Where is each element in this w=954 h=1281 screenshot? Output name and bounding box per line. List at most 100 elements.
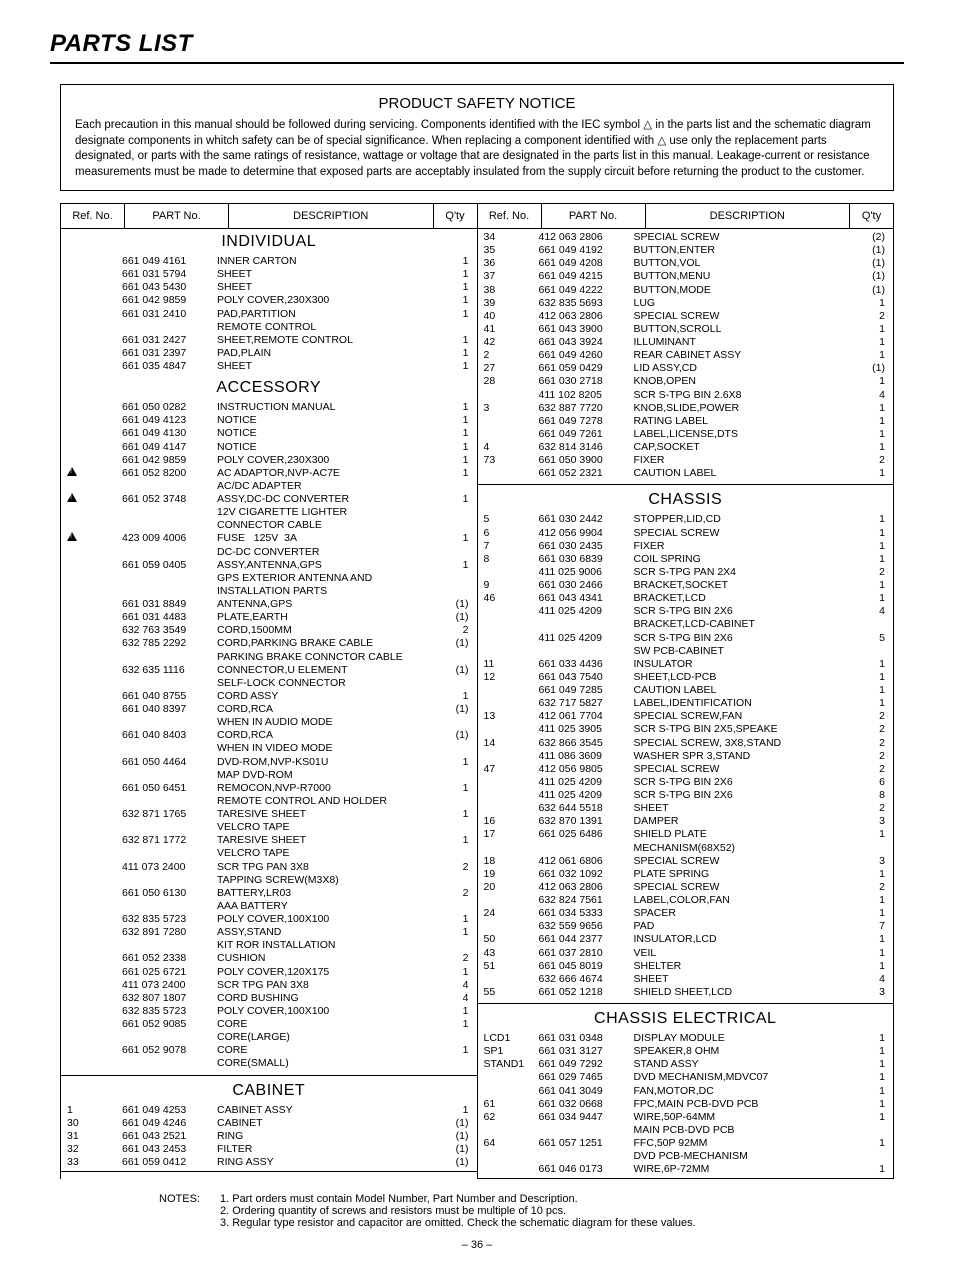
table-row: 661 042 9859POLY COVER,230X3001 bbox=[61, 454, 477, 467]
table-row: VELCRO TAPE bbox=[61, 847, 477, 860]
table-row: 38661 049 4222BUTTON,MODE(1) bbox=[478, 284, 894, 297]
table-row: 661 040 8403CORD,RCA(1) bbox=[61, 729, 477, 742]
section-cabinet: CABINET bbox=[61, 1078, 477, 1102]
rows-chassis-elec: LCD1661 031 0348DISPLAY MODULE1SP1661 03… bbox=[478, 1030, 894, 1179]
table-row: 632 807 1807CORD BUSHING4 bbox=[61, 992, 477, 1005]
table-row: 411 102 8205SCR S-TPG BIN 2.6X84 bbox=[478, 389, 894, 402]
table-row: 46661 043 4341BRACKET,LCD1 bbox=[478, 592, 894, 605]
table-row: 47412 056 9805SPECIAL SCREW2 bbox=[478, 763, 894, 776]
table-row: 411 025 4209SCR S-TPG BIN 2X64 bbox=[478, 605, 894, 618]
header-desc: DESCRIPTION bbox=[229, 204, 434, 228]
table-row: 661 049 4161INNER CARTON1 bbox=[61, 255, 477, 268]
table-row: 411 025 4209SCR S-TPG BIN 2X65 bbox=[478, 632, 894, 645]
table-row: AAA BATTERY bbox=[61, 900, 477, 913]
table-row: 632 891 7280ASSY,STAND1 bbox=[61, 926, 477, 939]
table-row: MAP DVD-ROM bbox=[61, 769, 477, 782]
table-row: 16632 870 1391DAMPER3 bbox=[478, 815, 894, 828]
table-row: VELCRO TAPE bbox=[61, 821, 477, 834]
table-row: 661 025 6721POLY COVER,120X1751 bbox=[61, 966, 477, 979]
table-row: 661 059 0405ASSY,ANTENNA,GPS1 bbox=[61, 559, 477, 572]
header-part: PART No. bbox=[125, 204, 229, 228]
rows-cabinet-cont: 34412 063 2806SPECIAL SCREW(2)35661 049 … bbox=[478, 229, 894, 482]
safety-heading: PRODUCT SAFETY NOTICE bbox=[75, 95, 879, 112]
rows-individual: 661 049 4161INNER CARTON1661 031 5794SHE… bbox=[61, 253, 477, 375]
page-number: – 36 – bbox=[50, 1239, 904, 1251]
table-row: 39632 835 5693LUG1 bbox=[478, 297, 894, 310]
table-row: BRACKET,LCD-CABINET bbox=[478, 618, 894, 631]
table-row: GPS EXTERIOR ANTENNA AND bbox=[61, 572, 477, 585]
table-row: 17661 025 6486SHIELD PLATE1 bbox=[478, 828, 894, 841]
table-row: 50661 044 2377INSULATOR,LCD1 bbox=[478, 933, 894, 946]
table-row: MAIN PCB-DVD PCB bbox=[478, 1124, 894, 1137]
table-row: 661 031 5794SHEET1 bbox=[61, 268, 477, 281]
safety-notice-box: PRODUCT SAFETY NOTICE Each precaution in… bbox=[60, 84, 894, 191]
table-row: 33661 059 0412RING ASSY(1) bbox=[61, 1156, 477, 1169]
table-row: 632 824 7561LABEL,COLOR,FAN1 bbox=[478, 894, 894, 907]
table-row: 11661 033 4436INSULATOR1 bbox=[478, 658, 894, 671]
table-row: 661 029 7465DVD MECHANISM,MDVC071 bbox=[478, 1071, 894, 1084]
table-row: 661 050 6451REMOCON,NVP-R70001 bbox=[61, 782, 477, 795]
left-column: Ref. No. PART No. DESCRIPTION Q'ty INDIV… bbox=[60, 203, 477, 1179]
table-header-right: Ref. No. PART No. DESCRIPTION Q'ty bbox=[478, 203, 894, 229]
table-row: 1661 049 4253CABINET ASSY1 bbox=[61, 1104, 477, 1117]
table-row: 661 052 9078CORE1 bbox=[61, 1044, 477, 1057]
table-row: 661 050 6130BATTERY,LR032 bbox=[61, 887, 477, 900]
notes-label: NOTES: bbox=[60, 1193, 220, 1229]
table-row: 12V CIGARETTE LIGHTER bbox=[61, 506, 477, 519]
table-row: 661 035 4847SHEET1 bbox=[61, 360, 477, 373]
table-row: 661 052 9085CORE1 bbox=[61, 1018, 477, 1031]
table-row: LCD1661 031 0348DISPLAY MODULE1 bbox=[478, 1032, 894, 1045]
table-row: 43661 037 2810VEIL1 bbox=[478, 947, 894, 960]
table-row: 30661 049 4246CABINET(1) bbox=[61, 1117, 477, 1130]
table-row: REMOTE CONTROL bbox=[61, 321, 477, 334]
table-row: 661 031 2410PAD,PARTITION1 bbox=[61, 308, 477, 321]
table-row: 41661 043 3900BUTTON,SCROLL1 bbox=[478, 323, 894, 336]
table-row: SELF-LOCK CONNECTOR bbox=[61, 677, 477, 690]
table-row: KIT ROR INSTALLATION bbox=[61, 939, 477, 952]
table-row: 20412 063 2806SPECIAL SCREW2 bbox=[478, 881, 894, 894]
table-row: 411 086 3609WASHER SPR 3,STAND2 bbox=[478, 750, 894, 763]
table-row: 661 031 4483PLATE,EARTH(1) bbox=[61, 611, 477, 624]
table-row: 14632 866 3545SPECIAL SCREW, 3X8,STAND2 bbox=[478, 737, 894, 750]
table-row: 28661 030 2718KNOB,OPEN1 bbox=[478, 375, 894, 388]
table-row: 62661 034 9447WIRE,50P-64MM1 bbox=[478, 1111, 894, 1124]
table-row: 661 031 2397PAD,PLAIN1 bbox=[61, 347, 477, 360]
header-part: PART No. bbox=[542, 204, 646, 228]
table-row: CORE(SMALL) bbox=[61, 1057, 477, 1070]
table-row: 661 040 8755CORD ASSY1 bbox=[61, 690, 477, 703]
table-row: 632 835 5723POLY COVER,100X1001 bbox=[61, 1005, 477, 1018]
table-row: 423 009 4006FUSE 125V 3A1 bbox=[61, 532, 477, 545]
table-row: 661 052 2321CAUTION LABEL1 bbox=[478, 467, 894, 480]
table-row: 632 871 1765TARESIVE SHEET1 bbox=[61, 808, 477, 821]
table-row: DVD PCB-MECHANISM bbox=[478, 1150, 894, 1163]
header-desc: DESCRIPTION bbox=[646, 204, 851, 228]
safety-body: Each precaution in this manual should be… bbox=[75, 118, 879, 180]
table-row: 5661 030 2442STOPPER,LID,CD1 bbox=[478, 513, 894, 526]
table-row: 3632 887 7720KNOB,SLIDE,POWER1 bbox=[478, 402, 894, 415]
table-row: 8661 030 6839COIL SPRING1 bbox=[478, 553, 894, 566]
note-line: 1. Part orders must contain Model Number… bbox=[220, 1193, 696, 1205]
table-row: 55661 052 1218SHIELD SHEET,LCD3 bbox=[478, 986, 894, 999]
table-row: 32661 043 2453FILTER(1) bbox=[61, 1143, 477, 1156]
rows-cabinet: 1661 049 4253CABINET ASSY130661 049 4246… bbox=[61, 1102, 477, 1173]
table-row: 632 871 1772TARESIVE SHEET1 bbox=[61, 834, 477, 847]
table-row: 24661 034 5333SPACER1 bbox=[478, 907, 894, 920]
table-row: 12661 043 7540SHEET,LCD-PCB1 bbox=[478, 671, 894, 684]
table-row: 411 073 2400SCR TPG PAN 3X82 bbox=[61, 861, 477, 874]
table-row: 661 043 5430SHEET1 bbox=[61, 281, 477, 294]
table-row: 661 042 9859POLY COVER,230X3001 bbox=[61, 294, 477, 307]
table-row: 632 763 3549CORD,1500MM2 bbox=[61, 624, 477, 637]
table-row: SW PCB-CABINET bbox=[478, 645, 894, 658]
table-row: 661 049 4123NOTICE1 bbox=[61, 414, 477, 427]
table-row: 661 041 3049FAN,MOTOR,DC1 bbox=[478, 1085, 894, 1098]
table-row: 661 052 2338CUSHION2 bbox=[61, 952, 477, 965]
table-row: 7661 030 2435FIXER1 bbox=[478, 540, 894, 553]
table-row: WHEN IN AUDIO MODE bbox=[61, 716, 477, 729]
header-ref: Ref. No. bbox=[61, 204, 125, 228]
table-row: WHEN IN VIDEO MODE bbox=[61, 742, 477, 755]
table-row: 51661 045 8019SHELTER1 bbox=[478, 960, 894, 973]
table-row: 411 025 3905SCR S-TPG BIN 2X5,SPEAKE2 bbox=[478, 723, 894, 736]
table-row: 411 073 2400SCR TPG PAN 3X84 bbox=[61, 979, 477, 992]
table-row: 411 025 4209SCR S-TPG BIN 2X68 bbox=[478, 789, 894, 802]
table-row: 661 049 4147NOTICE1 bbox=[61, 441, 477, 454]
